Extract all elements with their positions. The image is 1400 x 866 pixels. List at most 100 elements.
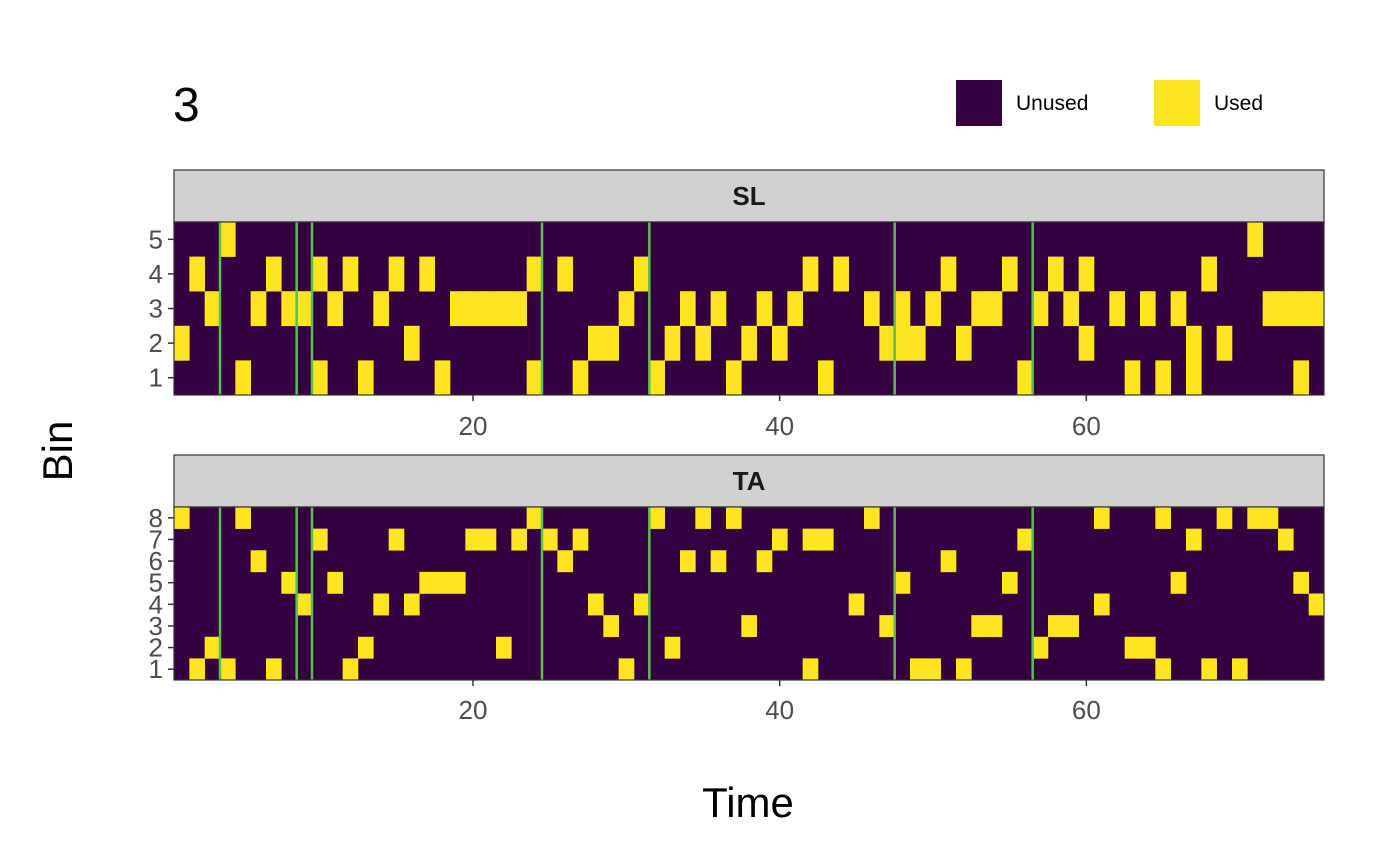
heat-cell <box>250 550 267 573</box>
heat-cell <box>1109 291 1125 327</box>
heat-cell <box>910 658 926 681</box>
heat-cell <box>542 528 558 551</box>
y-tick-label: 1 <box>149 363 163 393</box>
heat-cell <box>465 291 481 327</box>
heat-cell <box>802 256 819 292</box>
heat-cell <box>588 593 604 616</box>
legend-swatch-used <box>1154 80 1200 126</box>
heat-cell <box>1078 256 1095 292</box>
heat-cell <box>618 291 635 327</box>
heat-cell <box>1094 507 1110 529</box>
heat-cell <box>1063 291 1079 327</box>
panel-border <box>173 506 1325 681</box>
heat-cell <box>726 507 742 529</box>
y-tick-label: 4 <box>149 259 163 289</box>
heat-cell <box>772 528 788 551</box>
heat-cell <box>1140 636 1156 659</box>
heat-cell <box>373 593 389 616</box>
heat-cell <box>404 325 420 361</box>
panel-border <box>173 221 1325 396</box>
heat-cell <box>894 291 911 327</box>
heat-cell <box>695 325 711 361</box>
heat-cell <box>496 636 512 659</box>
y-tick-label: 7 <box>149 524 163 554</box>
heat-cell <box>281 291 297 327</box>
heat-cell <box>664 636 681 659</box>
heat-cell <box>1293 291 1309 327</box>
heat-cell <box>480 528 497 551</box>
heat-cell <box>296 291 313 327</box>
heat-cell <box>1186 360 1202 396</box>
heat-cell <box>1063 615 1079 638</box>
heat-cell <box>1201 256 1217 292</box>
heat-cell <box>204 291 221 327</box>
facet-panel-sl: SL 1 2 3 4 5 20 40 60 <box>149 169 1325 441</box>
heat-cell <box>649 507 665 529</box>
heat-cell <box>741 325 757 361</box>
heat-cell <box>419 571 435 594</box>
heat-cell <box>1124 360 1141 396</box>
heat-cell <box>235 360 251 396</box>
heat-cell <box>358 636 374 659</box>
heat-cell <box>1048 615 1064 638</box>
heat-cell <box>956 325 972 361</box>
heat-cell <box>618 658 635 681</box>
heat-cell <box>1048 256 1064 292</box>
legend-label-unused: Unused <box>1016 92 1088 115</box>
heat-cell <box>1216 507 1233 529</box>
heat-cell <box>312 256 328 292</box>
heat-cell <box>1308 291 1325 327</box>
heat-cell <box>818 360 834 396</box>
heat-cell <box>649 360 665 396</box>
heat-cell <box>572 360 589 396</box>
facet-strip <box>173 169 1325 223</box>
heat-cell <box>940 256 957 292</box>
heat-cell <box>695 507 711 529</box>
heat-cell <box>848 593 865 616</box>
heat-cell <box>327 291 343 327</box>
heat-cell <box>925 291 941 327</box>
heat-cell <box>342 658 359 681</box>
heat-cell <box>434 360 451 396</box>
heat-cell <box>1247 222 1263 257</box>
heat-cell <box>557 550 573 573</box>
heat-cell <box>894 325 911 361</box>
heat-cell <box>189 658 205 681</box>
heat-cell <box>986 291 1003 327</box>
heat-cell <box>1155 360 1171 396</box>
heat-cell <box>802 658 819 681</box>
heat-cell <box>1232 658 1248 681</box>
heat-cell <box>220 222 236 257</box>
heat-cell <box>204 636 221 659</box>
heat-cell <box>174 325 190 361</box>
heat-cell <box>634 256 650 292</box>
heat-cell <box>956 658 972 681</box>
heat-cell <box>1002 571 1018 594</box>
heat-cell <box>250 291 267 327</box>
legend-label-used: Used <box>1214 92 1263 115</box>
heat-cell <box>266 658 282 681</box>
heat-cell <box>312 528 328 551</box>
heat-cell <box>726 360 742 396</box>
heat-cell <box>741 615 757 638</box>
heat-cell <box>833 256 849 292</box>
y-tick-label: 3 <box>149 611 163 641</box>
heat-cell <box>1032 291 1049 327</box>
heat-cell <box>388 256 405 292</box>
x-tick-label: 20 <box>459 695 488 725</box>
facet-strip <box>173 454 1325 508</box>
heat-cell <box>1247 507 1263 529</box>
legend-swatch-unused <box>956 80 1002 126</box>
heat-cell <box>1262 507 1279 529</box>
heat-cell <box>296 593 313 616</box>
heat-cell <box>1170 291 1187 327</box>
heat-cell <box>1216 325 1233 361</box>
heat-cell <box>603 615 619 638</box>
heat-cell <box>388 528 405 551</box>
heat-cell <box>879 615 895 638</box>
heat-cell <box>1155 658 1171 681</box>
heat-cell <box>787 291 803 327</box>
heat-cell <box>1170 571 1187 594</box>
heat-cell <box>864 291 880 327</box>
